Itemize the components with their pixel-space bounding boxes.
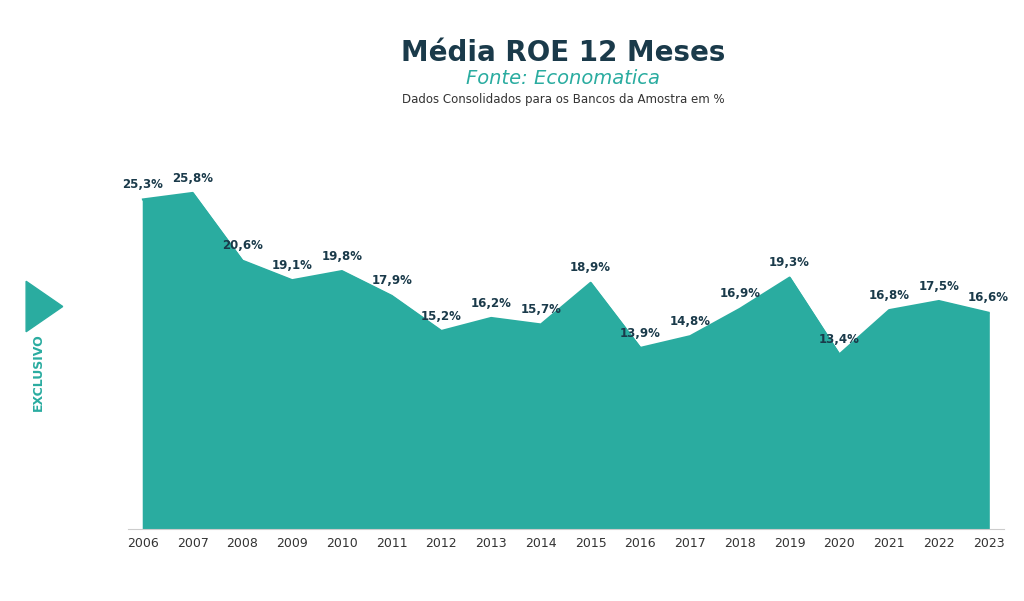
Text: 16,6%: 16,6%	[968, 291, 1009, 304]
Text: 16,8%: 16,8%	[868, 289, 909, 302]
Text: 20,6%: 20,6%	[222, 239, 263, 252]
Text: 13,9%: 13,9%	[620, 326, 660, 340]
Text: 17,5%: 17,5%	[919, 279, 959, 293]
Text: 19,3%: 19,3%	[769, 256, 810, 269]
Text: 14,8%: 14,8%	[670, 315, 711, 328]
Text: 25,3%: 25,3%	[123, 178, 164, 191]
Text: 15,2%: 15,2%	[421, 310, 462, 323]
Text: 25,8%: 25,8%	[172, 172, 213, 185]
Polygon shape	[27, 281, 62, 332]
Text: EXCLUSIVO: EXCLUSIVO	[32, 334, 45, 412]
Text: E: E	[30, 32, 42, 52]
Text: 16,2%: 16,2%	[471, 297, 512, 310]
Text: ESTUDO: ESTUDO	[32, 200, 45, 257]
Text: 19,1%: 19,1%	[271, 259, 312, 272]
Text: 16,9%: 16,9%	[720, 287, 761, 300]
Text: Média ROE 12 Meses: Média ROE 12 Meses	[401, 39, 725, 67]
Text: 15,7%: 15,7%	[520, 303, 561, 316]
Text: Fonte: Economatica: Fonte: Economatica	[466, 69, 660, 88]
Text: 13,4%: 13,4%	[819, 333, 860, 346]
Text: 17,9%: 17,9%	[372, 275, 412, 287]
Text: 18,9%: 18,9%	[570, 261, 611, 275]
Text: 19,8%: 19,8%	[322, 250, 362, 263]
Text: Dados Consolidados para os Bancos da Amostra em %: Dados Consolidados para os Bancos da Amo…	[401, 93, 725, 106]
